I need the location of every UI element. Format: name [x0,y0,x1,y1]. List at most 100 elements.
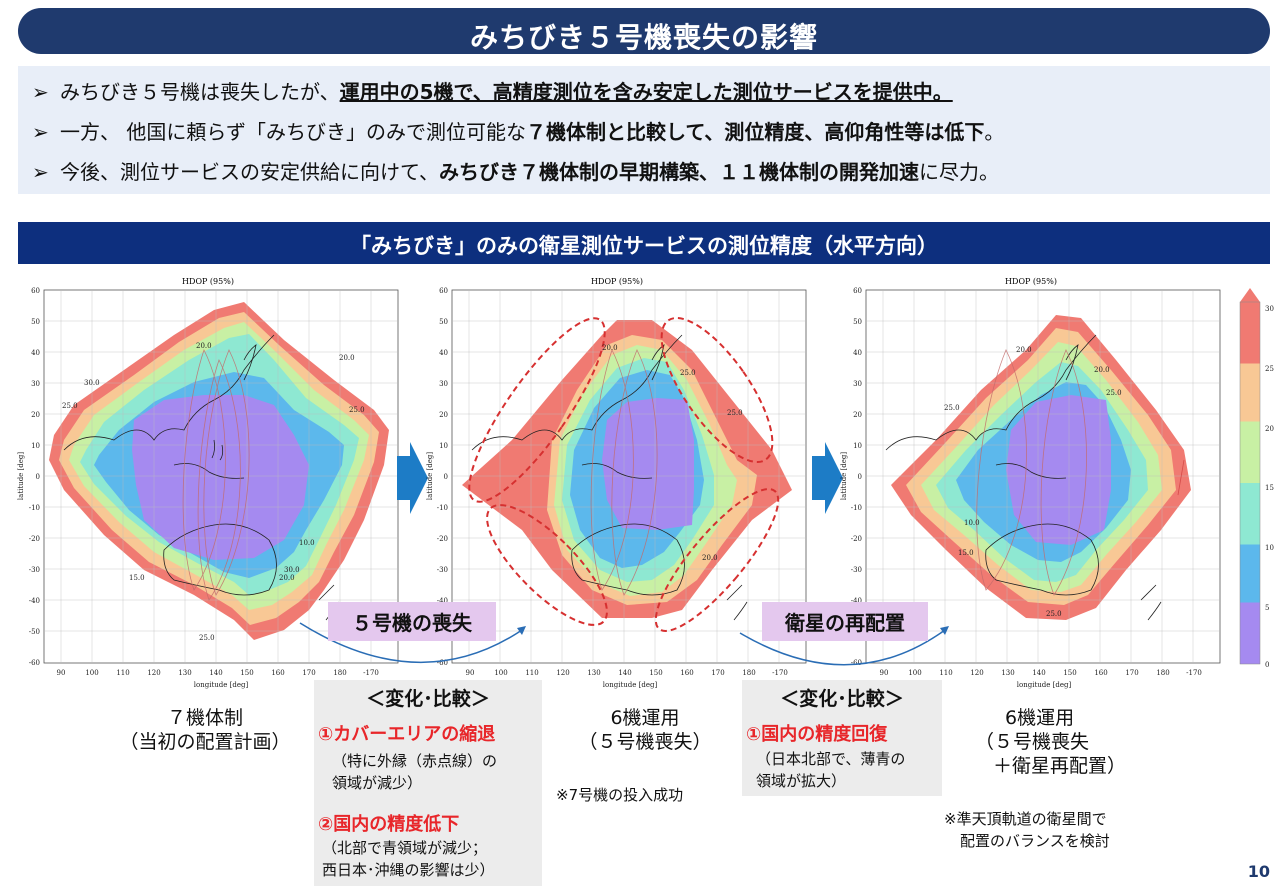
contour-label: 25.0 [680,369,696,377]
comparison-heading: ＜変化･比較＞ [780,688,904,710]
x-tick: -170 [1186,669,1202,677]
map-title: HDOP (95%) [1005,277,1057,286]
title-bar: みちびき５号機喪失の影響 [18,8,1270,54]
colorbar-tick: 15 [1265,484,1274,492]
map-6-satellites-relocated: 20.0 25.0 20.0 25.0 10.0 15.0 25.0 [865,289,1221,664]
y-tick: 40 [31,349,40,357]
y-tick: 30 [31,380,40,388]
y-tick: -60 [851,659,862,667]
y-tick: -60 [437,659,448,667]
arrow-head-icon [940,626,949,635]
y-tick: 60 [31,287,40,295]
bullet-2: ➢ 一方、 他国に頼らず「みちびき」のみで測位可能な７機体制と比較して、測位精度、… [32,120,1005,144]
x-tick: 120 [147,669,160,677]
y-tick: -40 [29,597,40,605]
section-header: 「みちびき」のみの衛星測位サービスの測位精度（水平方向） [18,222,1270,264]
page-title: みちびき５号機喪失の影響 [469,21,818,54]
map-7-satellites: 20.0 30.0 25.0 20.0 25.0 15.0 10.0 20.0 … [43,289,399,664]
y-tick: 40 [439,349,448,357]
bullet-emphasis: ７機体制と比較して、測位精度、高仰角性等は低下 [525,120,985,144]
contour-label: 25.0 [1106,389,1122,397]
y-tick: 20 [853,411,862,419]
change-item-body: （日本北部で、薄青の 領域が拡大） [756,750,906,790]
bullet-emphasis: 運用中の5機で、高精度測位を含み安定した測位サービスを提供中。 [339,80,953,104]
colorbar-tick: 5 [1265,604,1269,612]
x-tick: 90 [57,669,66,677]
colorbar-tick: 10 [1265,544,1274,552]
y-tick: 0 [858,473,862,481]
contour-label: 10.0 [964,519,980,527]
x-tick: 110 [116,669,129,677]
bullet-arrow-icon: ➢ [32,120,49,144]
colorbar-tick: 0 [1265,661,1269,669]
section-title: 「みちびき」のみの衛星測位サービスの測位精度（水平方向） [350,234,938,258]
x-tick: 100 [85,669,98,677]
x-tick: 160 [1094,669,1107,677]
y-tick: -20 [851,535,862,543]
x-tick: 100 [494,669,507,677]
y-tick: -20 [29,535,40,543]
tag-loss: ５号機の喪失 [328,602,496,641]
y-tick: 30 [853,380,862,388]
bullet-arrow-icon: ➢ [32,160,49,184]
contour-label: 10.0 [299,539,315,547]
contour-label: 25.0 [1046,610,1062,618]
bullet-text: 一方、 他国に頼らず「みちびき」のみで測位可能な [60,120,526,144]
x-tick: -170 [772,669,788,677]
comparison-box-2: ＜変化･比較＞ ①国内の精度回復 （日本北部で、薄青の 領域が拡大） [742,680,942,796]
comparison-box-1: ＜変化･比較＞ ①カバーエリアの縮退 （特に外縁（赤点線）の 領域が減少） ②国… [314,680,542,886]
x-tick: 110 [939,669,952,677]
arrow-head-icon [517,626,526,635]
y-tick: 50 [853,318,862,326]
contour-label: 20.0 [339,354,355,362]
bullet-text: みちびき５号機は喪失したが、 [60,80,340,104]
x-tick: 150 [240,669,253,677]
x-tick: 180 [333,669,346,677]
map-title: HDOP (95%) [591,277,643,286]
transition-arrow-2 [739,629,946,666]
tag-relocation: 衛星の再配置 [762,602,928,641]
change-item-heading: ②国内の精度低下 [318,814,460,835]
map-title: HDOP (95%) [182,277,234,286]
contour-label: 15.0 [129,574,145,582]
x-tick: 180 [742,669,755,677]
colorbar-top-cap [1240,288,1260,302]
x-axis-label: longitude [deg] [1017,681,1072,689]
y-tick: 10 [853,442,862,450]
contour-label: 25.0 [62,402,78,410]
bullet-text: 今後、測位サービスの安定供給に向けて、 [60,160,439,184]
x-tick: 120 [970,669,983,677]
y-tick: 0 [36,473,40,481]
config-caption-7: ７機体制 （当初の配置計画） [119,707,291,753]
x-tick: 150 [649,669,662,677]
contour-label: 25.0 [727,409,743,417]
x-tick: 170 [302,669,315,677]
x-tick: 130 [178,669,191,677]
y-tick: 40 [853,349,862,357]
arrow-right-icon [397,442,428,514]
y-tick: -30 [29,566,40,574]
colorbar-tick: 20 [1265,425,1274,433]
y-tick: 60 [439,287,448,295]
bullet-1: ➢ みちびき５号機は喪失したが、運用中の5機で、高精度測位を含み安定した測位サービ… [32,76,953,105]
colorbar-tick: 25 [1265,365,1274,373]
y-tick: -60 [29,659,40,667]
y-tick: 60 [853,287,862,295]
x-tick: 110 [525,669,538,677]
change-item-heading: ①国内の精度回復 [746,724,888,745]
y-tick: -10 [29,504,40,512]
x-tick: 160 [271,669,284,677]
change-item-body: （特に外縁（赤点線）の 領域が減少） [332,752,498,792]
contour-label: 20.0 [196,342,212,350]
y-axis-label: latitude [deg] [17,452,25,500]
y-axis-label: latitude [deg] [426,452,434,500]
contour-label: 30.0 [284,566,300,574]
y-tick: 20 [439,411,448,419]
x-tick: 90 [880,669,889,677]
contour-label: 25.0 [199,634,215,642]
x-axis-label: longitude [deg] [603,681,658,689]
y-tick: -40 [851,597,862,605]
bullet-emphasis: みちびき７機体制の早期構築、１１機体制の開発加速 [439,160,919,184]
note-balance: ※準天頂軌道の衛星間で 配置のバランスを検討 [944,810,1110,850]
y-tick: -10 [851,504,862,512]
